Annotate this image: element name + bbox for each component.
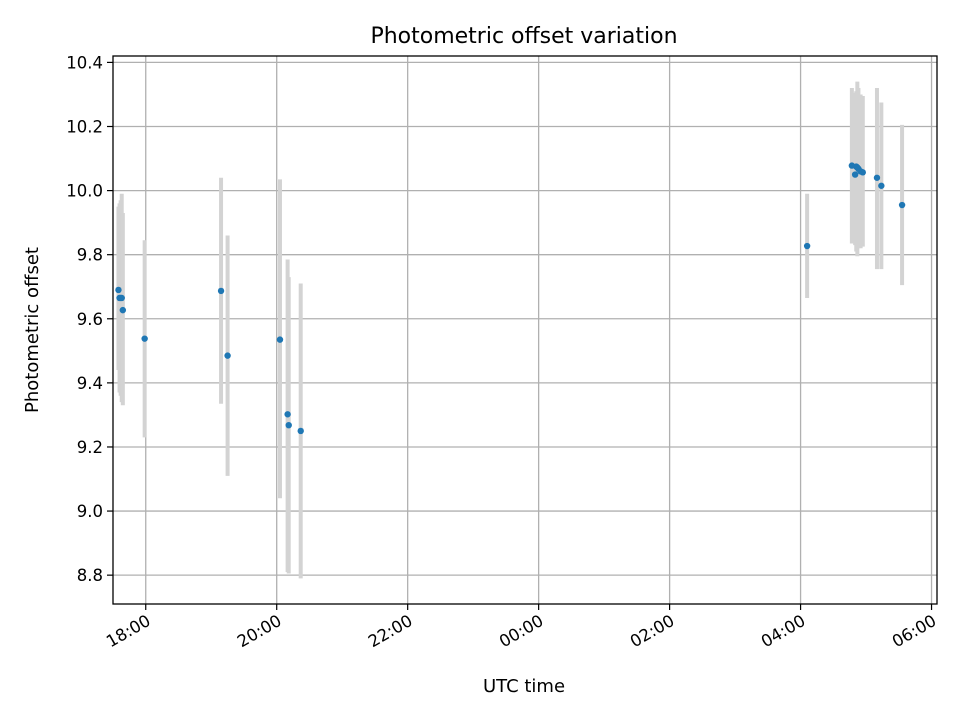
x-tick-label: 00:00	[496, 611, 547, 651]
y-tick-label: 8.8	[77, 566, 103, 585]
data-point	[297, 427, 304, 435]
x-tick-label: 06:00	[889, 611, 940, 651]
data-point	[851, 171, 859, 178]
data-point	[118, 294, 125, 302]
point-layer	[115, 162, 906, 435]
y-tick-label: 9.6	[77, 310, 103, 329]
x-tick-label: 22:00	[365, 611, 416, 651]
data-point	[141, 335, 148, 342]
tick-layer: 18:00 20:00 22:00 00:00 02:00 04:00 06:00 8.8 9.…	[66, 53, 939, 651]
chart-title: Photometric offset variation	[370, 24, 677, 49]
errorbar-layer	[116, 81, 905, 579]
x-tick-label: 20:00	[234, 611, 285, 651]
data-point	[898, 201, 906, 209]
y-tick-label: 9.4	[77, 374, 103, 393]
grid-layer	[113, 56, 937, 604]
x-tick-label: 02:00	[627, 611, 678, 651]
y-tick-label: 9.0	[77, 502, 103, 521]
data-point	[284, 411, 291, 418]
x-tick-label: 04:00	[758, 611, 809, 651]
data-point	[115, 286, 122, 294]
data-point	[285, 421, 292, 429]
plot-frame	[112, 55, 938, 605]
y-tick-label: 10.0	[66, 182, 103, 201]
data-point	[217, 287, 225, 295]
data-point	[878, 182, 885, 189]
y-tick-label: 10.2	[66, 118, 103, 137]
x-axis-label: UTC time	[483, 676, 565, 697]
data-point	[276, 336, 284, 343]
y-tick-label: 9.2	[77, 438, 103, 457]
data-point	[224, 352, 231, 359]
y-tick-label: 9.8	[77, 246, 103, 265]
data-point	[119, 306, 127, 314]
data-point	[859, 169, 866, 176]
y-axis-label: Photometric offset	[22, 247, 43, 413]
data-point	[873, 174, 881, 181]
x-tick-label: 18:00	[103, 611, 154, 651]
data-point	[803, 242, 811, 250]
y-tick-label: 10.4	[66, 53, 103, 72]
